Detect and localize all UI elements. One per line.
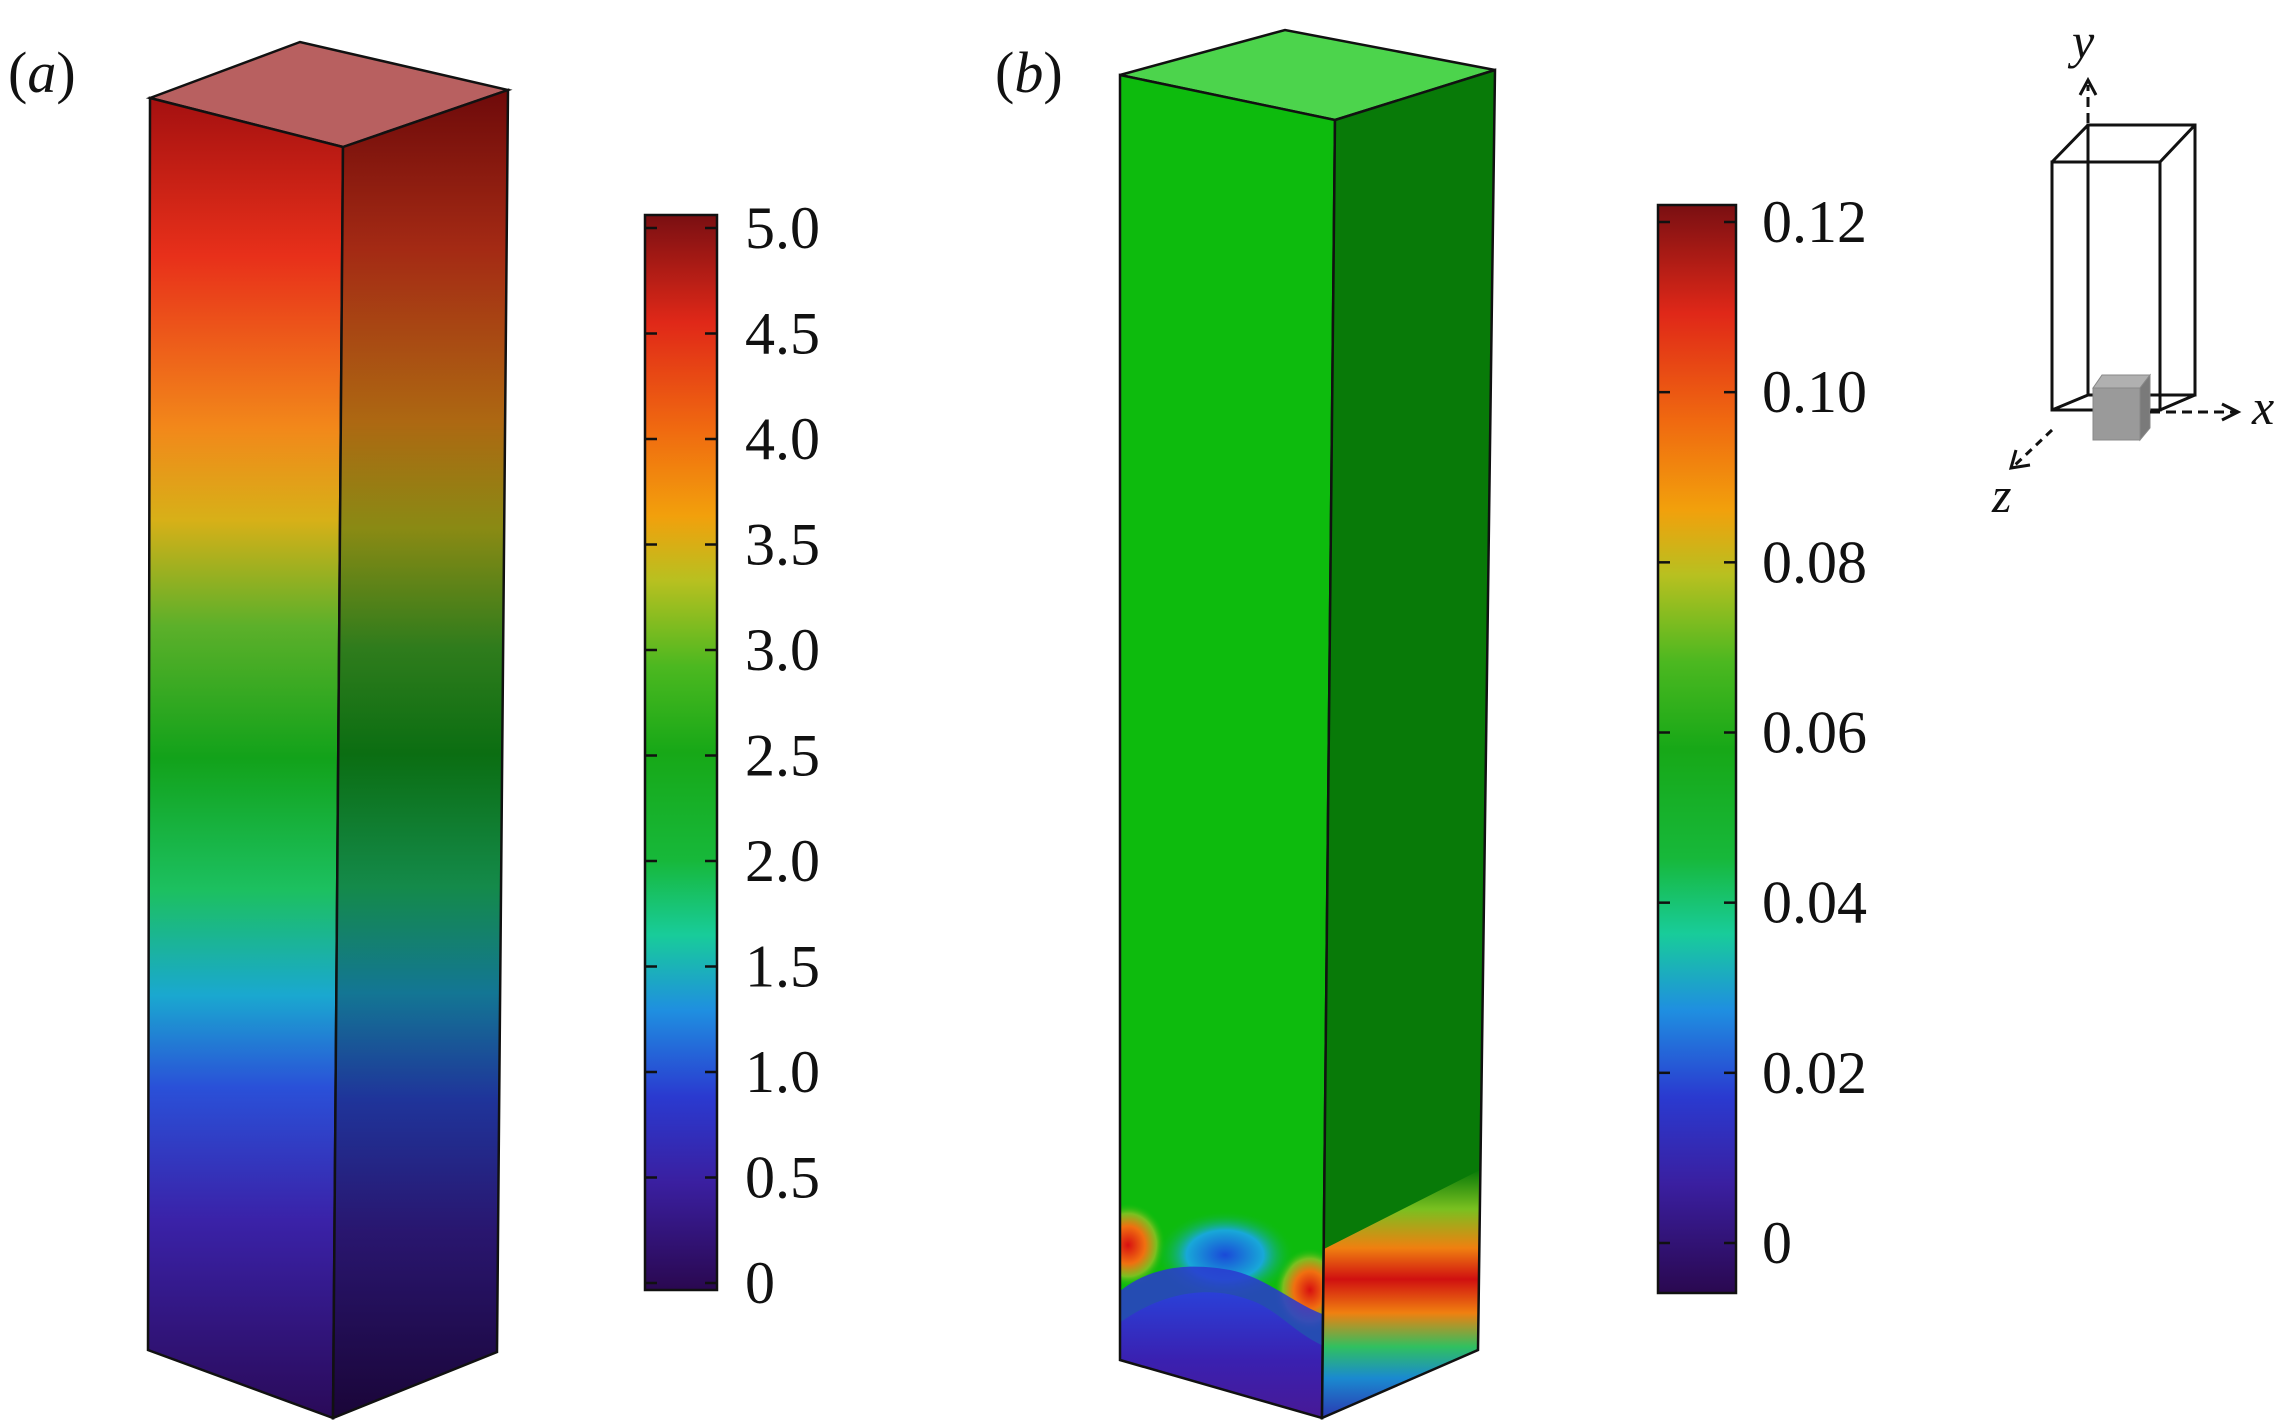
colorbar-tick-label: 0.5 [745,1145,820,1211]
colorbar-tick-label: 4.0 [745,406,820,472]
inset-block [2092,387,2141,441]
colorbar-a: 5.0 4.5 4.0 3.5 3.0 2.5 2.0 1.5 1.0 0.5 0 [643,195,820,1316]
colorbar-tick-label: 1.5 [745,934,820,1000]
colorbar-a-gradient [643,213,719,1292]
colorbar-tick-label: 0.06 [1762,700,1867,766]
colorbar-b-ticks: 0.12 0.10 0.08 0.06 0.04 0.02 0 [1658,189,1867,1276]
panel-a-label: (a) [8,40,76,105]
inset-box-front [2050,160,2162,412]
colorbar-a-ticks: 5.0 4.5 4.0 3.5 3.0 2.5 2.0 1.5 1.0 0.5 0 [645,195,820,1316]
column-b-side-outline [1320,68,1497,1420]
column-a [145,40,513,1420]
colorbar-tick-label: 3.5 [745,512,820,578]
colorbar-tick-label: 2.0 [745,828,820,894]
panel-b-label: (b) [995,40,1063,105]
column-a-front-face [146,96,345,1420]
z-axis-label: z [1991,467,2011,523]
y-axis-label: y [2067,13,2095,69]
column-a-side-face [331,88,510,1420]
inset-box-back [2086,123,2197,397]
colorbar-b: 0.12 0.10 0.08 0.06 0.04 0.02 0 [1656,189,1867,1295]
colorbar-tick-label: 1.0 [745,1039,820,1105]
colorbar-tick-label: 4.5 [745,301,820,367]
colorbar-tick-label: 0.12 [1762,189,1867,255]
colorbar-tick-label: 5.0 [745,195,820,261]
colorbar-tick-label: 0.08 [1762,529,1867,595]
colorbar-tick-label: 0.10 [1762,359,1867,425]
z-axis-arrow [2013,428,2054,467]
colorbar-tick-label: 0.02 [1762,1040,1867,1106]
colorbar-tick-label: 0 [745,1250,775,1316]
x-axis-label: x [2251,379,2274,435]
colorbar-tick-label: 2.5 [745,723,820,789]
colorbar-tick-label: 3.0 [745,617,820,683]
column-b-front-face [1120,75,1335,1418]
colorbar-tick-label: 0 [1762,1210,1792,1276]
axes-inset [2008,76,2242,470]
column-b [1118,28,1497,1420]
colorbar-b-gradient [1656,203,1738,1295]
column-b-side-face [1322,70,1495,1418]
colorbar-tick-label: 0.04 [1762,870,1867,936]
